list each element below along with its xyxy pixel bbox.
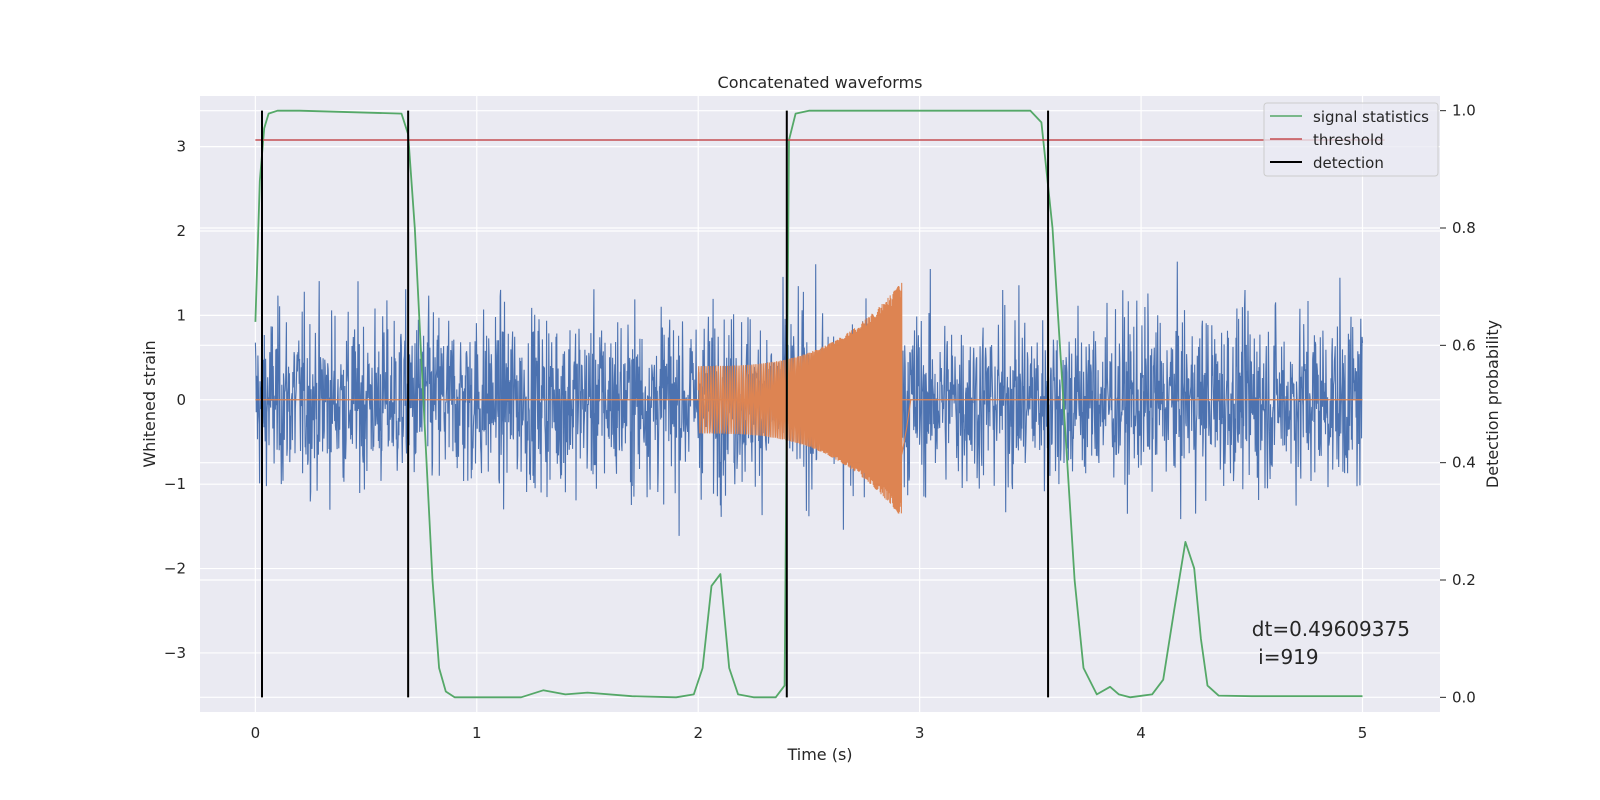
x-axis-label: Time (s) (786, 745, 852, 764)
y-left-tick-label: −2 (164, 560, 186, 578)
y-right-tick-label: 0.4 (1452, 454, 1476, 472)
y-right-tick-label: 0.0 (1452, 688, 1476, 706)
legend-label-threshold: threshold (1313, 131, 1384, 149)
strain-noise-line (254, 261, 1364, 536)
legend: signal statistics threshold detection (1263, 102, 1439, 177)
annotation-dt: dt=0.49609375 (1252, 617, 1410, 641)
annotation-index: i=919 (1252, 645, 1319, 669)
y-right-tick-label: 0.6 (1452, 336, 1476, 354)
legend-box (1263, 102, 1439, 177)
y-left-tick-label: −1 (164, 475, 186, 493)
chart-title: Concatenated waveforms (718, 73, 923, 92)
y-left-tick-label: 0 (176, 391, 186, 409)
x-tick-label: 5 (1358, 724, 1368, 742)
x-tick-label: 0 (251, 724, 261, 742)
axes: 0 1 2 3 4 5 3 2 1 0 −1 −2 −3 1.0 0.8 0.6 0.4 0.2 0.0 (164, 102, 1476, 742)
y-axis-right-label: Detection probability (1483, 320, 1502, 488)
injected-signal-series (255, 282, 1363, 514)
signal-statistics-series (254, 109, 1363, 699)
y-right-tick-label: 0.2 (1452, 571, 1476, 589)
detection-series (261, 110, 1050, 698)
y-left-tick-label: 2 (176, 222, 186, 240)
legend-label-signal-statistics: signal statistics (1313, 108, 1429, 126)
x-tick-label: 1 (472, 724, 482, 742)
y-left-tick-label: −3 (164, 644, 186, 662)
x-tick-label: 4 (1136, 724, 1146, 742)
injected-signal-line (697, 282, 912, 514)
x-tick-label: 2 (693, 724, 703, 742)
y-left-tick-label: 3 (176, 138, 186, 156)
y-left-tick-label: 1 (176, 306, 186, 324)
y-right-tick-label: 1.0 (1452, 102, 1476, 120)
strain-noise-series (254, 261, 1364, 536)
x-tick-label: 3 (915, 724, 925, 742)
y-right-tick-label: 0.8 (1452, 219, 1476, 237)
y-axis-left-label: Whitened strain (140, 340, 159, 467)
signal-statistics-line (254, 109, 1363, 699)
legend-label-detection: detection (1313, 154, 1384, 172)
